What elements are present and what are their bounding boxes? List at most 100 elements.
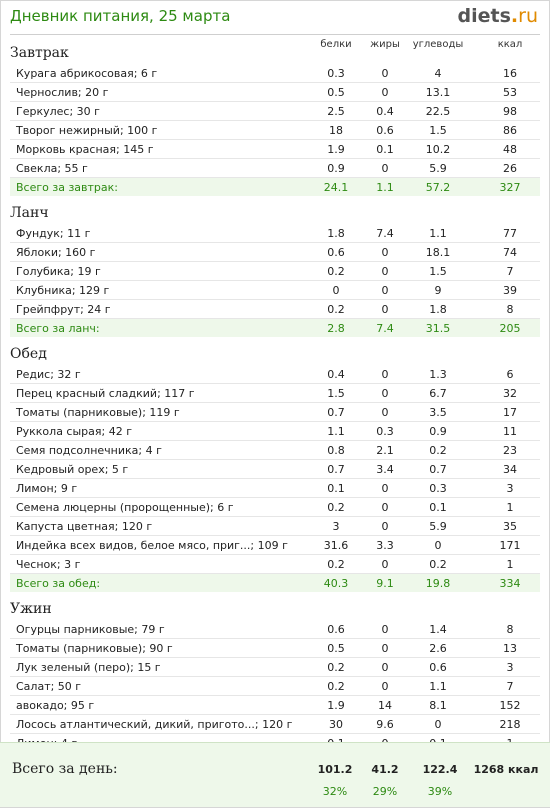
food-fat: 0 [381,387,389,400]
food-carbs: 6.7 [429,387,447,400]
food-kcal: 48 [503,143,517,156]
food-kcal: 16 [503,67,517,80]
food-row[interactable]: Свекла; 55 г 0.9 0 5.9 26 [10,159,540,178]
food-protein: 0.6 [327,623,345,636]
food-row[interactable]: Чернослив; 20 г 0.5 0 13.1 53 [10,83,540,102]
food-fat: 3.3 [376,539,394,552]
site-logo[interactable]: diets.ru [458,5,538,27]
food-name: Лимон; 9 г [16,482,78,495]
food-kcal: 3 [506,482,514,495]
food-fat: 0 [381,265,389,278]
food-protein: 0.9 [327,162,345,175]
food-name: авокадо; 95 г [16,699,95,712]
food-row[interactable]: Клубника; 129 г 0 0 9 39 [10,281,540,300]
food-protein: 18 [329,124,343,137]
food-protein: 3 [332,520,340,533]
food-protein: 0.4 [327,368,345,381]
food-row[interactable]: Фундук; 11 г 1.8 7.4 1.1 77 [10,224,540,243]
food-kcal: 39 [503,284,517,297]
food-row[interactable]: авокадо; 95 г 1.9 14 8.1 152 [10,696,540,715]
meal-total-carbs: 57.2 [425,181,451,194]
header-divider [10,34,540,35]
meal-total-protein: 2.8 [327,322,345,335]
food-name: Геркулес; 30 г [16,105,100,118]
food-name: Чеснок; 3 г [16,558,81,571]
meal-total-fat: 9.1 [376,577,394,590]
food-name: Чернослив; 20 г [16,86,109,99]
meal-total-row: Всего за обед: 40.3 9.1 19.8 334 [10,574,540,592]
food-kcal: 17 [503,406,517,419]
food-row[interactable]: Редис; 32 г 0.4 0 1.3 6 [10,365,540,384]
food-fat: 0 [381,86,389,99]
food-kcal: 11 [503,425,517,438]
food-carbs: 0 [434,718,442,731]
food-carbs: 1.5 [429,265,447,278]
food-row[interactable]: Лосось атлантический, дикий, пригото...;… [10,715,540,734]
food-carbs: 5.9 [429,520,447,533]
food-row[interactable]: Перец красный сладкий; 117 г 1.5 0 6.7 32 [10,384,540,403]
food-row[interactable]: Лимон; 9 г 0.1 0 0.3 3 [10,479,540,498]
food-row[interactable]: Руккола сырая; 42 г 1.1 0.3 0.9 11 [10,422,540,441]
meal-total-row: Всего за ланч: 2.8 7.4 31.5 205 [10,319,540,337]
food-carbs: 3.5 [429,406,447,419]
food-kcal: 74 [503,246,517,259]
food-kcal: 34 [503,463,517,476]
food-row[interactable]: Томаты (парниковые); 119 г 0.7 0 3.5 17 [10,403,540,422]
food-name: Семена люцерны (пророщенные); 6 г [16,501,234,514]
food-row[interactable]: Семена люцерны (пророщенные); 6 г 0.2 0 0.1… [10,498,540,517]
food-row[interactable]: Грейпфрут; 24 г 0.2 0 1.8 8 [10,300,540,319]
food-kcal: 26 [503,162,517,175]
food-row[interactable]: Индейка всех видов, белое мясо, приг...;… [10,536,540,555]
day-total-carbs: 122.4 [422,763,458,776]
food-protein: 2.5 [327,105,345,118]
day-total-protein: 101.2 [317,763,353,776]
food-row[interactable]: Курага абрикосовая; 6 г 0.3 0 4 16 [10,64,540,83]
meal-header: Ужин [10,592,540,620]
food-carbs: 8.1 [429,699,447,712]
food-row[interactable]: Лук зеленый (перо); 15 г 0.2 0 0.6 3 [10,658,540,677]
food-carbs: 1.1 [429,680,447,693]
food-name: Морковь красная; 145 г [16,143,154,156]
food-row[interactable]: Геркулес; 30 г 2.5 0.4 22.5 98 [10,102,540,121]
food-name: Курага абрикосовая; 6 г [16,67,158,80]
food-kcal: 152 [499,699,521,712]
meal-total-fat: 1.1 [376,181,394,194]
food-carbs: 1.1 [429,227,447,240]
food-name: Лук зеленый (перо); 15 г [16,661,161,674]
food-row[interactable]: Огурцы парниковые; 79 г 0.6 0 1.4 8 [10,620,540,639]
food-fat: 0.6 [376,124,394,137]
food-row[interactable]: Голубика; 19 г 0.2 0 1.5 7 [10,262,540,281]
food-row[interactable]: Творог нежирный; 100 г 18 0.6 1.5 86 [10,121,540,140]
food-carbs: 0.2 [429,444,447,457]
food-protein: 0.5 [327,86,345,99]
food-protein: 30 [329,718,343,731]
food-row[interactable]: Салат; 50 г 0.2 0 1.1 7 [10,677,540,696]
diary-table: Завтрак белки жиры углеводы ккал Курага абрик… [10,36,540,771]
food-row[interactable]: Морковь красная; 145 г 1.9 0.1 10.2 48 [10,140,540,159]
food-row[interactable]: Томаты (парниковые); 90 г 0.5 0 2.6 13 [10,639,540,658]
food-carbs: 0.9 [429,425,447,438]
column-carbs: углеводы [412,39,464,50]
food-fat: 0 [381,642,389,655]
food-row[interactable]: Кедровый орех; 5 г 0.7 3.4 0.7 34 [10,460,540,479]
food-fat: 0 [381,67,389,80]
food-kcal: 32 [503,387,517,400]
food-name: Голубика; 19 г [16,265,101,278]
food-name: Семя подсолнечника; 4 г [16,444,162,457]
food-row[interactable]: Чеснок; 3 г 0.2 0 0.2 1 [10,555,540,574]
food-carbs: 0.1 [429,501,447,514]
meal-total-protein: 24.1 [323,181,349,194]
logo-tld: ru [518,5,538,27]
food-carbs: 0.2 [429,558,447,571]
food-name: Творог нежирный; 100 г [16,124,158,137]
food-name: Капуста цветная; 120 г [16,520,153,533]
food-row[interactable]: Яблоки; 160 г 0.6 0 18.1 74 [10,243,540,262]
food-kcal: 35 [503,520,517,533]
food-row[interactable]: Капуста цветная; 120 г 3 0 5.9 35 [10,517,540,536]
food-protein: 1.9 [327,699,345,712]
meal-total-label: Всего за завтрак: [16,181,119,194]
food-row[interactable]: Семя подсолнечника; 4 г 0.8 2.1 0.2 23 [10,441,540,460]
day-carbs-percent: 39% [427,785,453,798]
food-name: Редис; 32 г [16,368,81,381]
meal-total-carbs: 19.8 [425,577,451,590]
